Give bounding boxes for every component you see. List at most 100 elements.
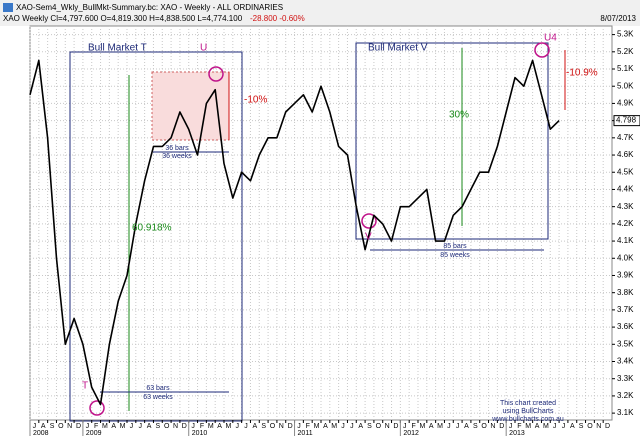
annotation: T (82, 381, 88, 392)
x-tick-label: O (58, 423, 64, 430)
x-tick-label: O (481, 423, 487, 430)
x-tick-label: M (314, 423, 320, 430)
x-tick-label: J (235, 423, 239, 430)
x-tick-label: M (437, 423, 443, 430)
x-tick-label: S (156, 423, 161, 430)
annotation: www.bullcharts.com.au (491, 416, 564, 423)
y-tick-label: 3.4K (617, 357, 634, 366)
pivot-circle (208, 66, 224, 82)
bull-market-box (69, 51, 243, 422)
x-tick-label: N (596, 423, 601, 430)
annotation: 63 bars (146, 385, 170, 392)
x-tick-label: M (120, 423, 126, 430)
y-tick-label: 4.5K (617, 167, 634, 176)
x-tick-label: M (102, 423, 108, 430)
x-tick-label: J (456, 423, 460, 430)
x-tick-label: J (509, 423, 513, 430)
x-tick-label: M (331, 423, 337, 430)
x-tick-label: N (279, 423, 284, 430)
x-tick-label: J (244, 423, 248, 430)
y-tick-label: 3.6K (617, 322, 634, 331)
annotation: This chart created (500, 400, 556, 407)
x-tick-label: S (50, 423, 55, 430)
y-tick-label: 3.3K (617, 374, 634, 383)
x-tick-label: J (33, 423, 37, 430)
annotation: 36 bars (165, 145, 189, 152)
x-tick-label: D (288, 423, 293, 430)
x-tick-label: N (67, 423, 72, 430)
annotation: 30% (449, 110, 469, 121)
x-tick-label: J (191, 423, 195, 430)
y-tick-label: 4.4K (617, 185, 634, 194)
x-tick-label: J (447, 423, 451, 430)
plot-area (29, 25, 613, 421)
annotation: Bull Market V (368, 43, 428, 54)
y-tick-label: 4.2K (617, 219, 634, 228)
y-tick-label: 3.5K (617, 339, 634, 348)
x-tick-label: M (543, 423, 549, 430)
annotation-shapes (69, 42, 566, 422)
annotation: 60.918% (132, 223, 172, 234)
year-label: 2011 (298, 430, 313, 436)
header-bar (0, 0, 640, 26)
x-tick-label: M (419, 423, 425, 430)
x-tick-label: S (367, 423, 372, 430)
y-tick-label: 4.7K (617, 133, 634, 142)
y-tick-label: 3.8K (617, 288, 634, 297)
x-tick-label: A (147, 423, 152, 430)
pivot-circle (361, 213, 377, 229)
x-tick-label: J (403, 423, 407, 430)
year-label: 2010 (192, 430, 208, 436)
x-tick-label: A (41, 423, 46, 430)
x-tick-label: D (499, 423, 504, 430)
x-tick-label: A (111, 423, 116, 430)
quote-change: -28.800 -0.60% (250, 14, 305, 23)
x-tick-label: O (270, 423, 276, 430)
annotation: 85 weeks (440, 252, 470, 259)
x-tick-label: F (306, 423, 310, 430)
x-tick-label: F (517, 423, 521, 430)
x-tick-label: A (253, 423, 258, 430)
y-tick-label: 5.0K (617, 81, 634, 90)
y-tick-label: 5.2K (617, 47, 634, 56)
annotation: using BullCharts (503, 408, 554, 415)
y-tick-label: 3.1K (617, 408, 634, 417)
pivot-circle (534, 42, 550, 58)
annotation: U4 (544, 33, 557, 44)
y-tick-label: 4.9K (617, 99, 634, 108)
year-label: 2012 (403, 430, 419, 436)
x-tick-label: A (535, 423, 540, 430)
x-tick-label: O (376, 423, 382, 430)
y-tick-label: 5.1K (617, 64, 634, 73)
x-tick-label: A (217, 423, 222, 430)
x-tick-label: D (393, 423, 398, 430)
x-tick-label: J (553, 423, 557, 430)
x-tick-label: J (297, 423, 301, 430)
x-tick-label: S (579, 423, 584, 430)
pullback-zone (151, 71, 230, 141)
y-tick-label: 3.9K (617, 271, 634, 280)
x-tick-label: O (164, 423, 170, 430)
x-tick-label: F (411, 423, 415, 430)
x-tick-label: M (225, 423, 231, 430)
pivot-circle (89, 400, 105, 416)
x-tick-label: D (182, 423, 187, 430)
bull-market-box (355, 42, 549, 240)
x-tick-label: A (429, 423, 434, 430)
quote-date: 8/07/2013 (600, 14, 636, 23)
annotation: -10.9% (566, 68, 598, 79)
y-tick-label: 3.7K (617, 305, 634, 314)
x-tick-label: S (261, 423, 266, 430)
last-value-box (613, 115, 640, 127)
x-tick-label: M (208, 423, 214, 430)
x-tick-label: A (464, 423, 469, 430)
x-tick-label: D (76, 423, 81, 430)
x-tick-label: J (341, 423, 345, 430)
x-tick-label: F (94, 423, 98, 430)
x-tick-label: J (138, 423, 142, 430)
x-tick-label: N (173, 423, 178, 430)
year-label: 2008 (33, 430, 49, 436)
x-tick-label: J (350, 423, 354, 430)
x-tick-label: A (323, 423, 328, 430)
annotation: -10% (244, 95, 267, 106)
